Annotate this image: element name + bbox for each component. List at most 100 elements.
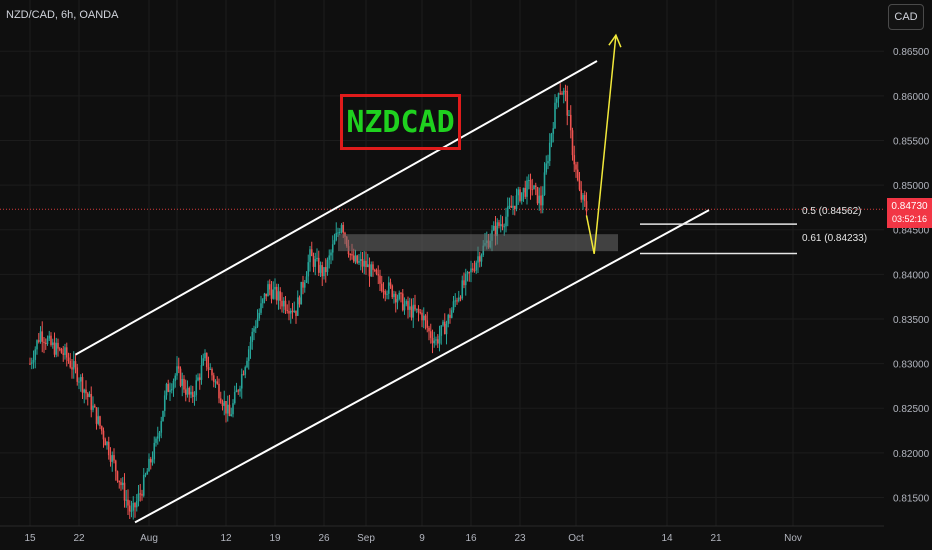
candle-body bbox=[232, 403, 234, 415]
candle-body bbox=[223, 400, 226, 406]
candle-body bbox=[498, 222, 500, 226]
candle-body bbox=[349, 254, 352, 256]
candle-body bbox=[473, 270, 476, 272]
candle-body bbox=[116, 471, 119, 481]
candle-body bbox=[405, 301, 408, 305]
candle-body bbox=[438, 335, 441, 344]
candle-body bbox=[540, 195, 542, 206]
candle-body bbox=[218, 383, 220, 399]
candle-body bbox=[408, 306, 411, 310]
candle-body bbox=[461, 280, 464, 299]
candle-body bbox=[190, 391, 192, 395]
candle-body bbox=[184, 389, 187, 395]
candlestick-series bbox=[29, 83, 588, 520]
candle-body bbox=[573, 155, 576, 165]
candle-body bbox=[330, 252, 332, 256]
candle-body bbox=[179, 368, 182, 386]
candle-body bbox=[566, 90, 569, 116]
candle-body bbox=[78, 381, 80, 383]
y-tick-label: 0.85000 bbox=[893, 181, 930, 192]
candle-body bbox=[256, 318, 259, 327]
candle-body bbox=[520, 192, 523, 201]
candle-body bbox=[39, 331, 42, 342]
y-tick-label: 0.86500 bbox=[893, 47, 930, 58]
candle-body bbox=[34, 349, 37, 360]
x-tick-label: Nov bbox=[784, 533, 802, 544]
candle-body bbox=[310, 249, 313, 257]
time-axis: 15 22 Aug 12 19 26 Sep 9 16 23 Oct 14 21 Nov bbox=[0, 525, 884, 544]
currency-button[interactable]: CAD bbox=[888, 4, 924, 30]
candle-body bbox=[433, 340, 436, 344]
candle-body bbox=[37, 340, 40, 342]
candle-body bbox=[335, 232, 338, 241]
candle-body bbox=[505, 216, 507, 227]
candle-body bbox=[188, 387, 191, 395]
candle-body bbox=[100, 426, 103, 431]
candle-body bbox=[176, 366, 178, 376]
candle-body bbox=[403, 304, 406, 311]
candle-body bbox=[30, 362, 33, 364]
candle-body bbox=[358, 260, 360, 263]
candle-body bbox=[527, 180, 530, 182]
y-tick-label: 0.83000 bbox=[893, 360, 930, 371]
candle-body bbox=[545, 163, 548, 173]
x-tick-label: 21 bbox=[710, 533, 722, 544]
candle-body bbox=[512, 205, 514, 208]
candle-body bbox=[135, 501, 138, 508]
x-tick-label: 14 bbox=[661, 533, 673, 544]
candle-body bbox=[106, 441, 108, 446]
channel-upper-line bbox=[75, 60, 598, 356]
candle-body bbox=[97, 416, 100, 424]
candle-body bbox=[93, 405, 96, 408]
candle-body bbox=[317, 257, 320, 273]
candle-body bbox=[204, 352, 206, 359]
candle-body bbox=[536, 187, 539, 204]
candle-body bbox=[102, 430, 105, 440]
candle-body bbox=[265, 293, 268, 297]
candle-body bbox=[226, 404, 229, 414]
candle-body bbox=[372, 264, 374, 270]
candle-body bbox=[114, 460, 117, 472]
grid bbox=[0, 0, 884, 526]
candle-body bbox=[53, 342, 56, 355]
y-tick-label: 0.82000 bbox=[893, 449, 930, 460]
y-tick-label: 0.86000 bbox=[893, 92, 930, 103]
fib-label-0-5: 0.5 (0.84562) bbox=[802, 206, 862, 217]
candle-body bbox=[272, 289, 275, 299]
candle-body bbox=[288, 311, 290, 314]
candle-body bbox=[281, 300, 283, 307]
x-tick-label: 12 bbox=[220, 533, 232, 544]
arrowhead-icon bbox=[608, 33, 622, 48]
candle-body bbox=[506, 206, 509, 217]
x-tick-label: 9 bbox=[419, 533, 425, 544]
candle-body bbox=[71, 367, 73, 370]
candle-body bbox=[120, 482, 122, 486]
candle-body bbox=[361, 259, 364, 267]
candle-body bbox=[503, 226, 506, 228]
candle-body bbox=[340, 224, 343, 233]
candle-body bbox=[307, 262, 310, 277]
candle-body bbox=[569, 114, 572, 131]
candle-body bbox=[260, 303, 262, 313]
y-tick-label: 0.81500 bbox=[893, 493, 930, 504]
candle-body bbox=[452, 301, 455, 311]
candle-body bbox=[113, 455, 115, 461]
candle-body bbox=[62, 353, 65, 355]
candle-body bbox=[440, 325, 443, 336]
candle-body bbox=[510, 205, 513, 208]
candle-body bbox=[279, 291, 282, 301]
candle-body bbox=[568, 114, 570, 116]
candle-body bbox=[363, 260, 366, 267]
x-tick-label: Aug bbox=[140, 533, 158, 544]
candle-body bbox=[212, 375, 215, 382]
candle-body bbox=[457, 297, 460, 301]
candle-body bbox=[445, 323, 448, 335]
candle-body bbox=[338, 232, 341, 234]
candle-body bbox=[377, 273, 380, 276]
current-price-value: 0.84730 bbox=[891, 201, 928, 212]
candle-body bbox=[237, 390, 240, 392]
candle-body bbox=[517, 189, 520, 196]
candle-body bbox=[202, 358, 205, 366]
candle-body bbox=[141, 493, 143, 496]
